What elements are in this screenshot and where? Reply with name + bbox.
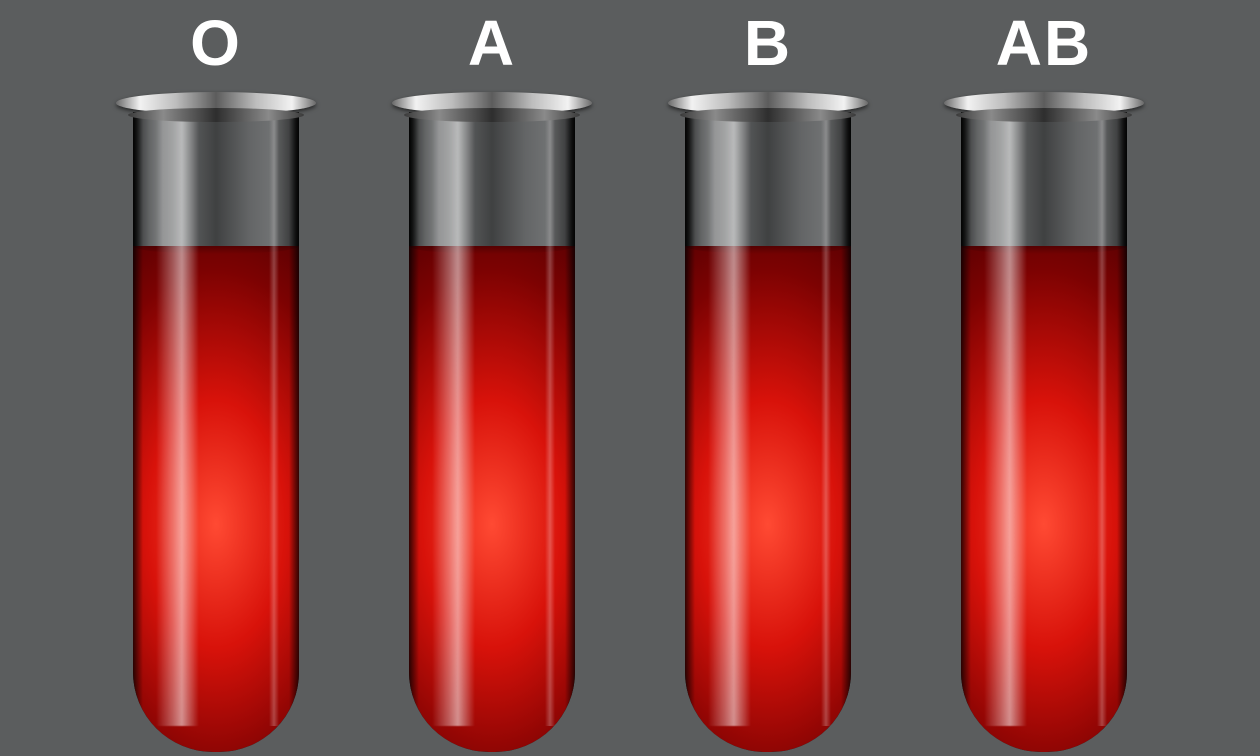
tube-glass <box>685 112 851 752</box>
glass-edge-right <box>1117 112 1127 752</box>
test-tube-ab <box>944 92 1144 752</box>
glass-edge-left <box>409 112 419 752</box>
tube-rim-inner <box>680 108 856 122</box>
tube-container <box>944 92 1144 752</box>
tube-container <box>116 92 316 752</box>
blood-type-label-a: A <box>392 6 592 80</box>
blood-fill <box>133 246 299 752</box>
blood-fill <box>961 246 1127 752</box>
tube-rim-inner <box>128 108 304 122</box>
blood-fill <box>409 246 575 752</box>
blood-body <box>409 246 575 752</box>
blood-type-label-o: O <box>116 6 316 80</box>
blood-type-label-b: B <box>668 6 868 80</box>
labels-row: OABAB <box>0 6 1260 80</box>
glass-edge-left <box>133 112 143 752</box>
glass-edge-right <box>565 112 575 752</box>
glass-edge-left <box>961 112 971 752</box>
tubes-row <box>0 92 1260 752</box>
blood-body <box>961 246 1127 752</box>
blood-type-label-ab: AB <box>944 6 1144 80</box>
glass-edge-left <box>685 112 695 752</box>
tube-rim-inner <box>956 108 1132 122</box>
tube-glass <box>409 112 575 752</box>
blood-body <box>133 246 299 752</box>
blood-body <box>685 246 851 752</box>
test-tube-a <box>392 92 592 752</box>
tube-glass <box>133 112 299 752</box>
tube-container <box>392 92 592 752</box>
tube-rim-inner <box>404 108 580 122</box>
blood-fill <box>685 246 851 752</box>
glass-edge-right <box>841 112 851 752</box>
glass-edge-right <box>289 112 299 752</box>
tube-container <box>668 92 868 752</box>
test-tube-o <box>116 92 316 752</box>
test-tube-b <box>668 92 868 752</box>
tube-glass <box>961 112 1127 752</box>
blood-type-infographic: OABAB <box>0 0 1260 756</box>
